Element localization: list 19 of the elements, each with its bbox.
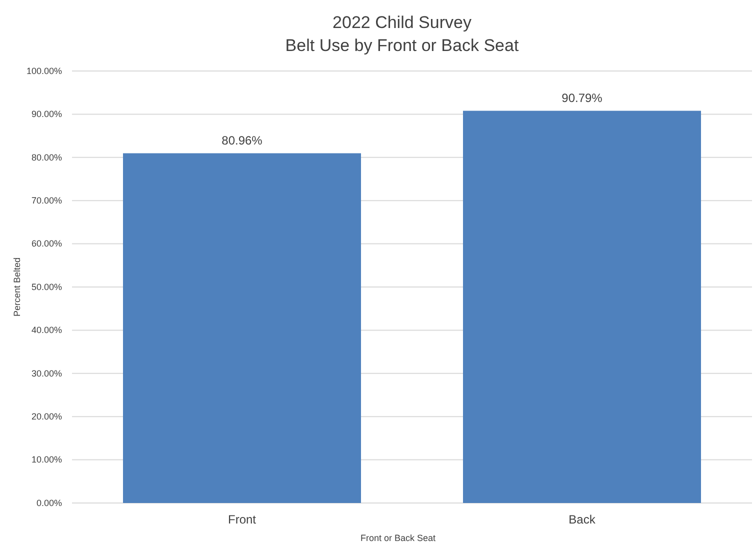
y-tick-label: 10.00% xyxy=(31,454,62,465)
y-tick-label: 70.00% xyxy=(31,195,62,206)
y-tick-label: 30.00% xyxy=(31,368,62,378)
chart-title: 2022 Child Survey xyxy=(332,13,472,32)
y-axis-title: Percent Belted xyxy=(12,257,22,317)
chart-subtitle: Belt Use by Front or Back Seat xyxy=(285,36,519,55)
data-label: 90.79% xyxy=(562,90,603,105)
y-tick-label: 80.00% xyxy=(31,152,62,162)
y-tick-label: 20.00% xyxy=(31,411,62,422)
y-tick-label: 90.00% xyxy=(31,109,62,120)
x-axis-title: Front or Back Seat xyxy=(360,533,436,542)
y-tick-label: 40.00% xyxy=(31,325,62,336)
x-tick-label: Back xyxy=(568,512,596,527)
y-tick-label: 60.00% xyxy=(31,238,62,249)
x-tick-label: Front xyxy=(228,512,257,527)
y-tick-label: 50.00% xyxy=(31,282,62,292)
y-tick-label: 0.00% xyxy=(36,498,62,508)
y-tick-label: 100.00% xyxy=(26,66,62,76)
data-label: 80.96% xyxy=(222,133,263,148)
